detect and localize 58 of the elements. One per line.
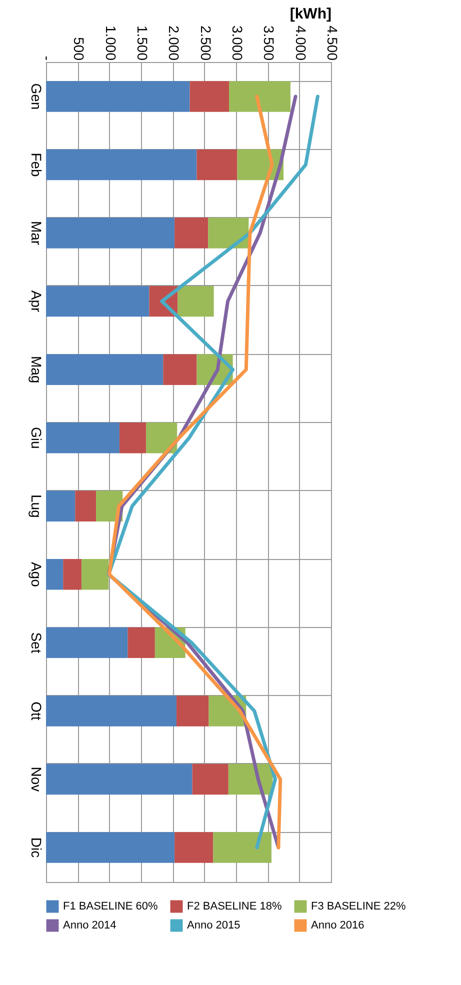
bar: [46, 832, 175, 863]
y-tick-label: Ago: [28, 562, 44, 588]
bar: [63, 559, 82, 590]
y-tick-label: Feb: [28, 152, 44, 178]
bar: [128, 627, 155, 658]
y-tick-label: Gen: [28, 83, 44, 110]
bar: [46, 218, 175, 248]
bar: [163, 354, 197, 385]
bar: [192, 764, 228, 795]
y-tick-label: Set: [28, 632, 44, 654]
y-tick-label: Mar: [28, 220, 44, 246]
x-tick-label: 4.000: [292, 25, 309, 61]
bar: [46, 81, 190, 112]
x-tick-label: 2.500: [198, 25, 214, 61]
legend-label: F3 BASELINE 22%: [311, 900, 406, 913]
y-tick-label: Lug: [28, 494, 44, 518]
bar: [46, 627, 128, 658]
bar: [174, 218, 208, 248]
x-tick-label: 4.500: [324, 25, 340, 61]
bar: [208, 218, 249, 248]
y-tick-label: Giu: [28, 426, 44, 449]
bar: [213, 832, 272, 863]
y-tick-label: Ott: [28, 702, 44, 720]
legend-label: Anno 2014: [63, 920, 116, 932]
bar: [46, 764, 192, 795]
bar: [46, 696, 176, 726]
bar: [81, 559, 109, 590]
bar: [196, 149, 238, 180]
x-tick-label: 500: [71, 37, 88, 61]
bar: [46, 559, 64, 590]
bar: [119, 422, 146, 454]
bar: [46, 354, 164, 385]
x-tick-label: 2.000: [166, 25, 182, 61]
bar: [46, 149, 197, 180]
y-tick-label: Nov: [28, 766, 44, 792]
x-tick-label: -: [40, 56, 56, 61]
legend-label: F1 BASELINE 60%: [63, 900, 158, 913]
bar: [176, 696, 209, 726]
bar: [178, 286, 214, 317]
x-tick-label: 1.500: [134, 25, 150, 61]
x-axis-title: [kWh]: [290, 5, 332, 22]
x-tick-label: 1.000: [102, 25, 119, 61]
y-tick-label: Dic: [28, 837, 44, 858]
legend-label: Anno 2016: [311, 920, 364, 932]
bar: [174, 832, 214, 863]
legend-label: Anno 2015: [187, 920, 240, 932]
bar: [75, 490, 96, 522]
x-tick-label: 3.500: [261, 25, 278, 61]
y-tick-label: Mag: [28, 356, 44, 384]
x-tick-label: 3.000: [230, 25, 246, 61]
bar: [46, 286, 150, 317]
bar: [46, 422, 120, 454]
y-tick-label: Apr: [28, 290, 44, 313]
bar: [46, 490, 76, 522]
bar: [190, 81, 230, 112]
bar: [146, 422, 178, 454]
legend-label: F2 BASELINE 18%: [187, 900, 282, 913]
bar: [229, 81, 290, 112]
